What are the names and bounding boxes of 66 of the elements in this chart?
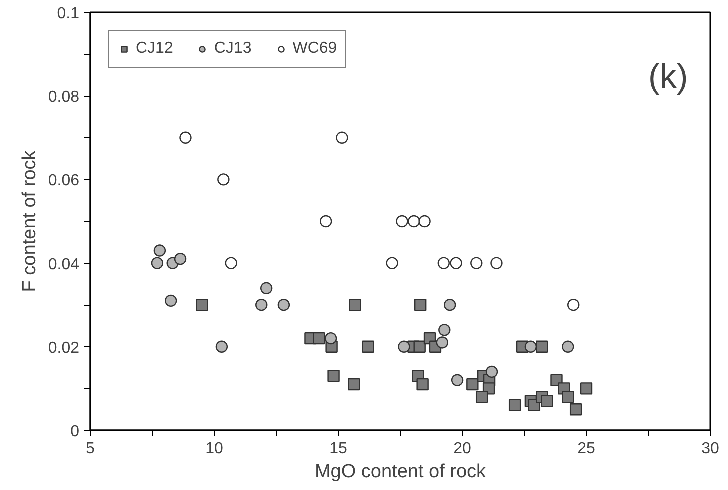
y-tick-label: 0.02 (48, 340, 80, 357)
point (174, 253, 187, 266)
point (324, 332, 338, 345)
y-tick-label: 0.08 (48, 89, 80, 106)
point (508, 399, 522, 412)
annotation: (k) (648, 58, 688, 96)
legend-label: CJ13 (214, 40, 252, 58)
point (278, 299, 290, 312)
point (450, 257, 462, 270)
x-tick-label: 15 (330, 440, 348, 458)
point (418, 215, 431, 228)
point (570, 404, 582, 416)
point (180, 132, 192, 144)
point (396, 215, 408, 228)
point (438, 324, 451, 336)
point (470, 257, 483, 270)
point (476, 390, 488, 404)
point (216, 340, 228, 353)
y-tick-label: 0 (70, 424, 80, 440)
point (580, 382, 593, 395)
point (260, 282, 273, 294)
point (165, 294, 178, 308)
point (349, 299, 362, 312)
point (562, 390, 574, 404)
point (416, 378, 429, 391)
point (398, 340, 410, 353)
point (414, 299, 427, 312)
point (313, 332, 326, 345)
point (524, 340, 538, 353)
point (568, 299, 580, 312)
legend-label: WC69 (292, 40, 338, 58)
point (386, 257, 398, 270)
x-tick-label: 20 (454, 440, 472, 458)
y-axis-title: F content of rock (19, 150, 40, 292)
x-tick-label: 30 (702, 440, 720, 458)
point (320, 215, 332, 228)
point (151, 257, 164, 270)
point (328, 370, 340, 382)
point (451, 374, 464, 386)
point (336, 132, 348, 144)
point (486, 366, 498, 378)
point (408, 215, 420, 228)
point (466, 378, 479, 391)
y-tick-label: 0.1 (57, 6, 80, 22)
point (438, 257, 450, 270)
point (541, 395, 554, 408)
point (218, 174, 230, 186)
point (225, 257, 238, 270)
point (196, 299, 208, 312)
point (490, 257, 503, 270)
y-tick-label: 0.06 (48, 172, 80, 190)
x-tick-label: 10 (206, 440, 224, 458)
y-tick-label: 0.04 (48, 256, 80, 274)
x-tick-label: 25 (578, 440, 596, 458)
point (348, 378, 360, 391)
point (154, 244, 166, 257)
point (562, 340, 574, 353)
point (362, 340, 374, 353)
x-tick-label: 5 (86, 440, 96, 458)
point (256, 299, 268, 312)
point (444, 299, 456, 312)
point (436, 336, 449, 349)
legend-label: CJ12 (136, 40, 174, 58)
x-axis-title: MgO content of rock (314, 462, 487, 482)
point (414, 340, 426, 353)
point (536, 340, 548, 353)
